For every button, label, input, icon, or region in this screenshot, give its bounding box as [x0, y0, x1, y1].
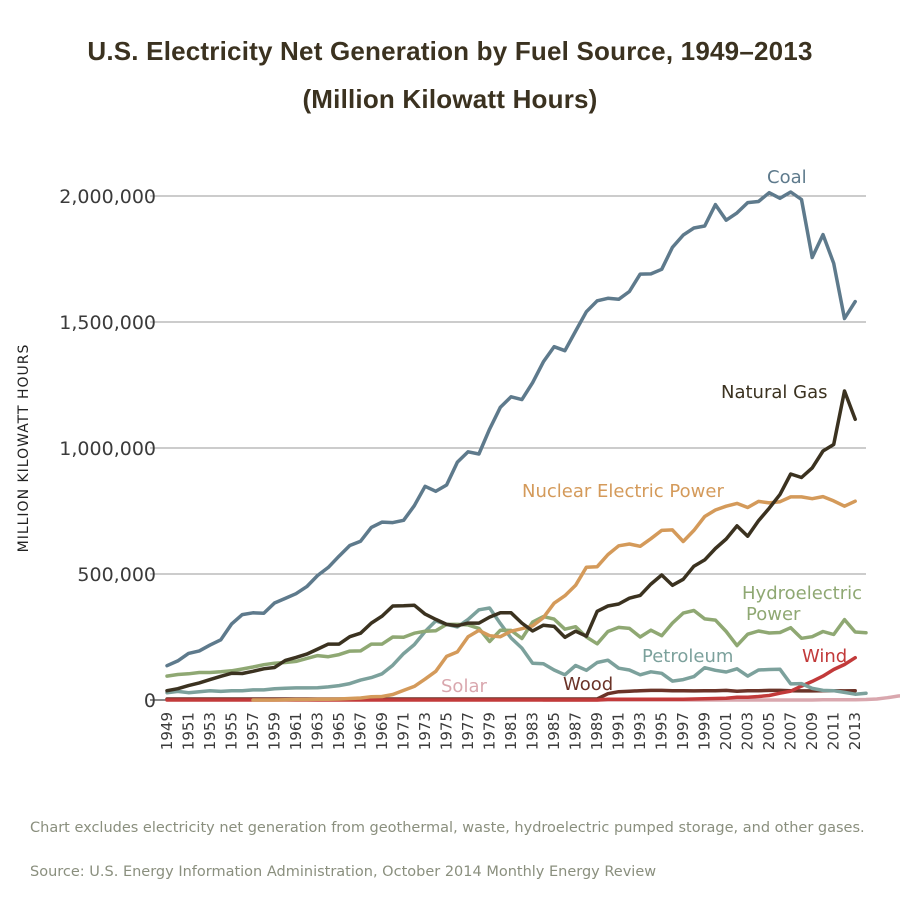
- y-tick-label: 500,000: [77, 564, 156, 586]
- x-tick-label: 1957: [244, 712, 262, 750]
- series-line-petroleum: [165, 606, 868, 696]
- x-tick-label: 1971: [395, 712, 413, 750]
- series-label-wood: Wood: [563, 674, 613, 695]
- x-tick-label: 1951: [180, 712, 198, 750]
- x-tick-label: 1979: [481, 712, 499, 750]
- series-line-nuclear-electric-power: [251, 494, 857, 702]
- x-tick-label: 1975: [438, 712, 456, 750]
- x-tick-label: 2011: [825, 712, 843, 750]
- chart-source: Source: U.S. Energy Information Administ…: [30, 864, 657, 880]
- x-tick-label: 1949: [158, 712, 176, 750]
- x-tick-label: 1963: [309, 712, 327, 750]
- series-line-coal: [165, 190, 857, 668]
- series-label-nuclear-electric-power: Nuclear Electric Power: [522, 481, 724, 502]
- y-tick-label: 0: [144, 690, 156, 712]
- series-label-coal: Coal: [767, 167, 807, 188]
- chart-footnote: Chart excludes electricity net generatio…: [30, 820, 865, 836]
- series-label-wind: Wind: [802, 646, 847, 667]
- x-tick-label: 1995: [653, 712, 671, 750]
- x-tick-label: 1973: [416, 712, 434, 750]
- series-label-line: Power: [746, 604, 801, 625]
- x-tick-label: 1967: [352, 712, 370, 750]
- x-tick-label: 2013: [846, 712, 864, 750]
- x-tick-label: 1955: [223, 712, 241, 750]
- x-tick-label: 1999: [696, 712, 714, 750]
- x-tick-label: 1989: [588, 712, 606, 750]
- x-tick-label: 1977: [459, 712, 477, 750]
- x-tick-label: 1981: [502, 712, 520, 750]
- line-chart: 0 500,000 1,000,000 1,500,000 2,000,000 MILLI…: [16, 167, 900, 750]
- chart-title: U.S. Electricity Net Generation by Fuel …: [87, 36, 813, 66]
- x-tick-label: 2001: [717, 712, 735, 750]
- y-axis-title: MILLION KILOWATT HOURS: [16, 344, 32, 553]
- series-label-natural-gas: Natural Gas: [721, 382, 827, 403]
- x-tick-label: 2005: [760, 712, 778, 750]
- y-tick-label: 2,000,000: [59, 186, 156, 208]
- y-tick-label: 1,500,000: [59, 312, 156, 334]
- chart-subtitle: (Million Kilowatt Hours): [302, 84, 598, 114]
- series-label-line: Hydroelectric: [742, 583, 862, 604]
- series-label-petroleum: Petroleum: [642, 646, 733, 667]
- x-tick-label: 2009: [803, 712, 821, 750]
- x-tick-label: 1959: [266, 712, 284, 750]
- x-tick-label: 1965: [330, 712, 348, 750]
- series-line-natural-gas: [165, 389, 857, 693]
- series-label-hydroelectric-power: Hydroelectric Power: [742, 583, 862, 625]
- x-tick-label: 1985: [545, 712, 563, 750]
- series-label-solar: Solar: [441, 676, 487, 697]
- x-tick-label: 2003: [739, 712, 757, 750]
- x-tick-label: 1961: [287, 712, 305, 750]
- x-tick-label: 1969: [373, 712, 391, 750]
- x-tick-label: 1991: [610, 712, 628, 750]
- x-tick-label: 1983: [524, 712, 542, 750]
- y-tick-label: 1,000,000: [59, 438, 156, 460]
- x-tick-label: 1993: [631, 712, 649, 750]
- x-tick-label: 2007: [782, 712, 800, 750]
- x-tick-label: 1997: [674, 712, 692, 750]
- x-tick-label: 1953: [201, 712, 219, 750]
- x-tick-label: 1987: [567, 712, 585, 750]
